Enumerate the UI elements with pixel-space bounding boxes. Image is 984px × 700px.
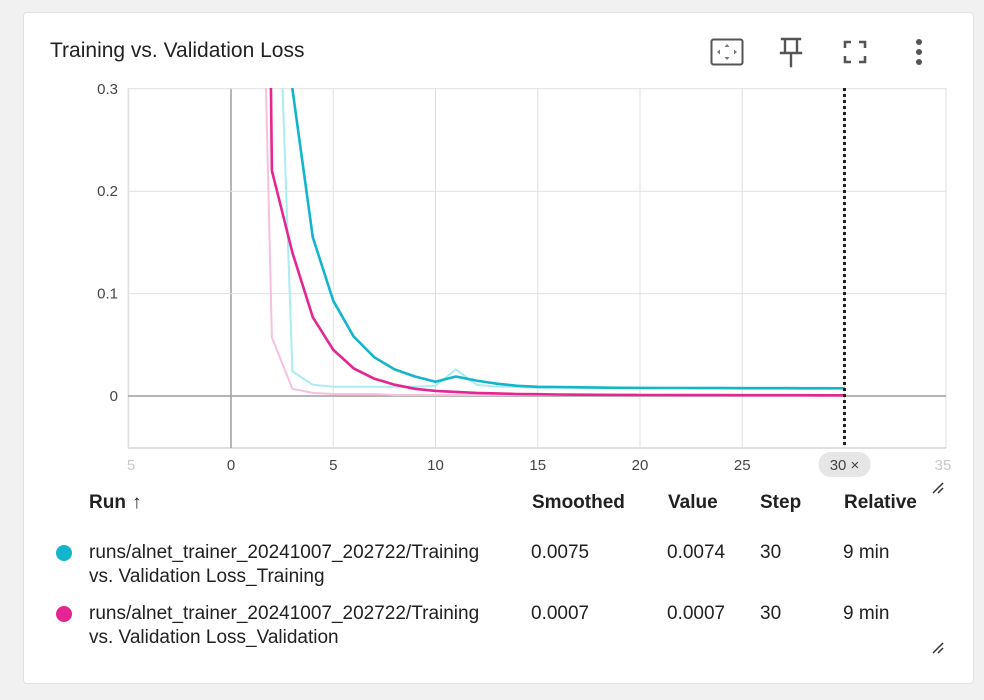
pin-button[interactable] bbox=[759, 35, 823, 69]
x-tick-label: 0 bbox=[227, 457, 235, 474]
x-tick-label: 5 bbox=[127, 457, 135, 474]
y-tick-label: 0 bbox=[110, 388, 118, 405]
raw-value-validation: 0.0007 bbox=[667, 603, 726, 624]
header-relative[interactable]: Relative bbox=[844, 492, 917, 513]
fullscreen-icon bbox=[843, 40, 867, 64]
chart-series bbox=[264, 88, 845, 397]
card-title: Training vs. Validation Loss bbox=[50, 39, 305, 62]
run-name-validation: runs/alnet_trainer_20241007_202722/Train… bbox=[89, 603, 480, 648]
relative-value-validation: 9 min bbox=[843, 603, 890, 624]
chart-ticks: 5 0 5 10 15 20 25 35 0.3 0.2 0.1 0 bbox=[97, 81, 951, 474]
header-run[interactable]: Run ↑ bbox=[89, 492, 142, 513]
x-tick-label: 25 bbox=[734, 457, 751, 474]
run-color-dot-training[interactable] bbox=[56, 545, 72, 561]
step-cursor[interactable]: 30 × bbox=[818, 88, 871, 477]
raw-value-training: 0.0074 bbox=[667, 542, 726, 563]
more-options-button[interactable] bbox=[887, 35, 951, 69]
series-smoothed-line-0 bbox=[291, 88, 845, 390]
chart-resize-handle[interactable] bbox=[931, 481, 945, 495]
header-step[interactable]: Step bbox=[760, 492, 802, 513]
y-tick-label: 0.1 bbox=[97, 286, 118, 303]
x-tick-label: 5 bbox=[329, 457, 337, 474]
card-toolbar bbox=[695, 35, 951, 69]
smoothed-value-training: 0.0075 bbox=[531, 542, 590, 563]
x-tick-label: 10 bbox=[427, 457, 444, 474]
sort-arrow-icon: ↑ bbox=[131, 492, 142, 513]
series-raw-line-1 bbox=[264, 88, 845, 397]
step-value-validation: 30 bbox=[760, 603, 782, 624]
run-color-dot-validation[interactable] bbox=[56, 606, 72, 622]
relative-value-training: 9 min bbox=[843, 542, 890, 563]
run-name-training: runs/alnet_trainer_20241007_202722/Train… bbox=[89, 542, 480, 587]
loss-chart[interactable]: 5 0 5 10 15 20 25 35 0.3 0.2 0.1 0 30 × bbox=[0, 0, 984, 500]
fit-domain-icon bbox=[710, 38, 744, 66]
fullscreen-button[interactable] bbox=[823, 35, 887, 69]
more-vert-icon bbox=[916, 39, 922, 65]
table-resize-handle[interactable] bbox=[931, 641, 945, 655]
cursor-label: 30 × bbox=[830, 457, 860, 474]
fit-domain-button[interactable] bbox=[695, 35, 759, 69]
smoothed-value-validation: 0.0007 bbox=[531, 603, 590, 624]
x-tick-label: 20 bbox=[632, 457, 649, 474]
series-raw-line-0 bbox=[281, 88, 845, 390]
scalar-card: Training vs. Validation Loss bbox=[23, 12, 974, 684]
series-smoothed-line-1 bbox=[269, 88, 845, 397]
y-tick-label: 0.2 bbox=[97, 183, 118, 200]
step-value-training: 30 bbox=[760, 542, 782, 563]
header-value[interactable]: Value bbox=[668, 492, 718, 513]
cursor-chip bbox=[818, 452, 871, 477]
pin-icon bbox=[779, 37, 803, 68]
header-smoothed[interactable]: Smoothed bbox=[532, 492, 625, 513]
x-tick-label: 35 bbox=[935, 457, 952, 474]
y-tick-label: 0.3 bbox=[97, 81, 118, 98]
x-tick-label: 15 bbox=[529, 457, 546, 474]
